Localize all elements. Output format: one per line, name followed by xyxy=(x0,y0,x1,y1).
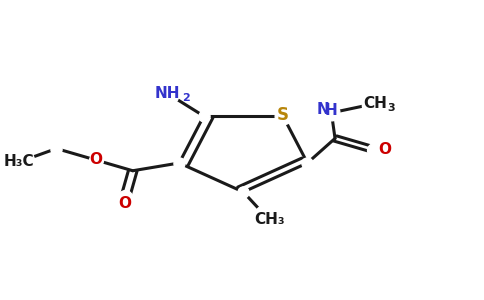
Text: H₃C: H₃C xyxy=(3,154,34,169)
Text: CH: CH xyxy=(363,96,388,111)
Text: NH: NH xyxy=(154,86,180,101)
Text: N: N xyxy=(316,102,329,117)
Text: H: H xyxy=(325,103,338,118)
Text: CH₃: CH₃ xyxy=(255,212,285,227)
Text: O: O xyxy=(89,152,102,166)
Text: O: O xyxy=(119,196,132,211)
Text: 2: 2 xyxy=(182,93,189,103)
Text: O: O xyxy=(378,142,392,157)
Text: S: S xyxy=(277,106,289,124)
Text: 3: 3 xyxy=(388,103,395,113)
